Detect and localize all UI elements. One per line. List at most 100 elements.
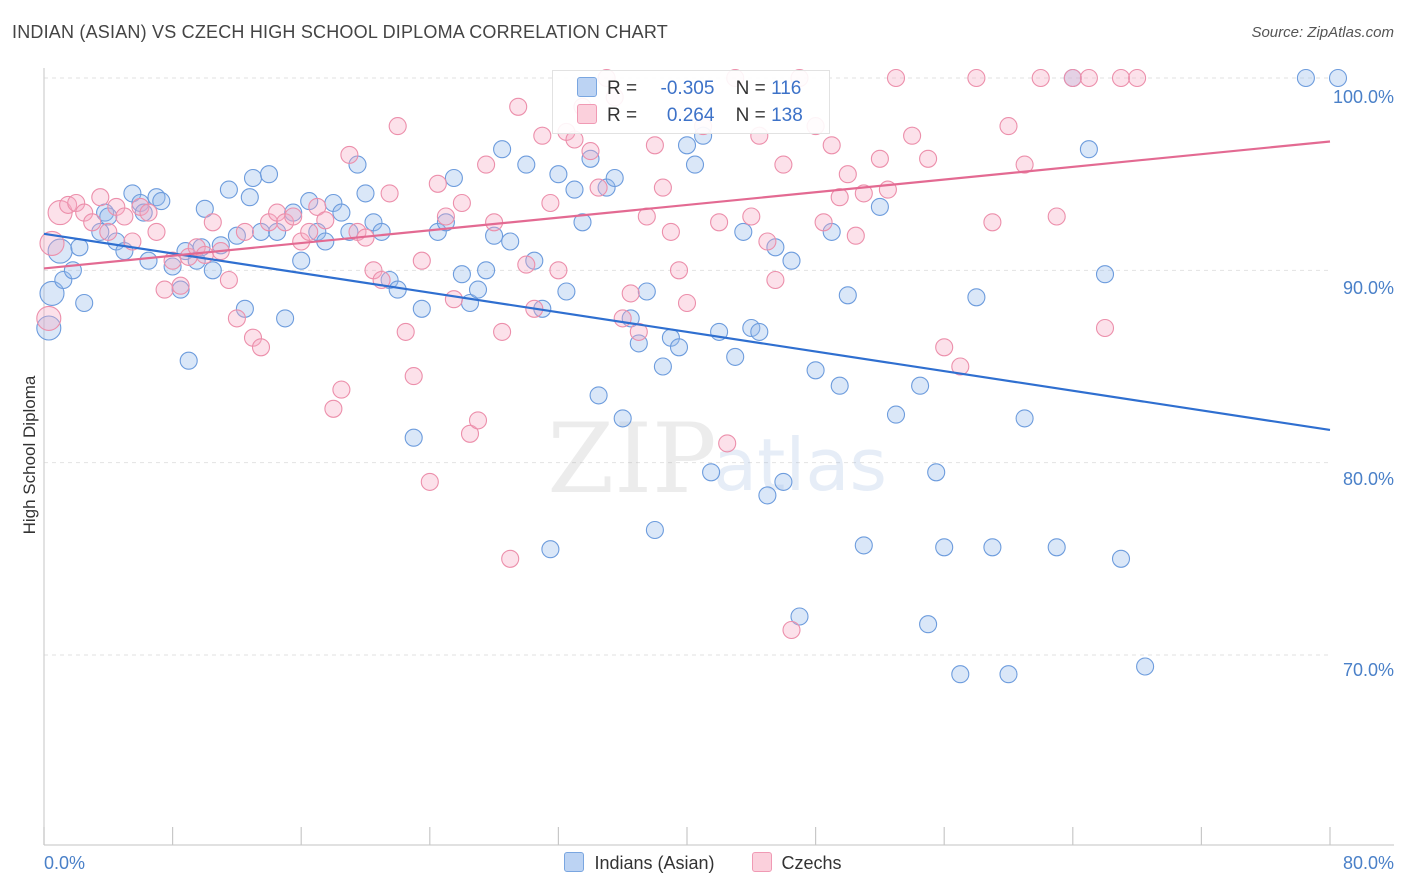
indians-point — [1015, 409, 1034, 428]
y-tick-label: 90.0% — [1342, 278, 1394, 298]
source-credit: Source: ZipAtlas.com — [1251, 24, 1394, 41]
indians-point — [219, 180, 238, 199]
czechs-point — [870, 149, 889, 168]
indians-point — [927, 463, 946, 482]
czechs-point — [388, 117, 407, 136]
czechs-point — [549, 261, 568, 280]
indians-point — [605, 168, 624, 188]
czechs-point — [517, 255, 536, 274]
watermark-atlas: atlas — [713, 423, 887, 507]
indians-point — [919, 615, 938, 634]
czechs-trend-line — [43, 140, 1331, 270]
czechs-point — [171, 276, 190, 295]
indians-point — [1328, 68, 1348, 88]
czechs-point — [782, 620, 801, 640]
czechs-point — [1079, 68, 1098, 88]
czechs-point — [219, 270, 238, 290]
r-label: R = — [607, 78, 638, 99]
indians-point — [999, 665, 1018, 684]
r-label: R = — [607, 105, 638, 126]
indians-point — [1095, 265, 1115, 284]
czechs-point — [39, 230, 65, 256]
czechs-point — [300, 222, 319, 241]
indians-point — [573, 213, 592, 232]
n-label: N = — [735, 105, 766, 126]
x-tick-label: 0.0% — [44, 853, 86, 873]
legend-row-indians: R = -0.305 N = 116 — [577, 77, 801, 99]
indians-point — [565, 180, 584, 199]
indians-point — [240, 188, 259, 207]
indians-point — [685, 155, 705, 174]
czechs-point — [83, 213, 102, 232]
czechs-point — [1015, 155, 1034, 174]
czechs-point — [36, 305, 62, 331]
indians-point — [557, 282, 576, 301]
czechs-point — [420, 472, 439, 491]
czechs-point — [477, 155, 496, 174]
indians-point — [911, 376, 930, 395]
indians-point — [581, 149, 600, 168]
czechs-point — [669, 261, 689, 280]
czechs-point — [838, 165, 857, 184]
indians-point — [935, 538, 954, 557]
czechs-point — [501, 549, 520, 568]
czechs-point — [903, 126, 922, 145]
indians-point — [493, 140, 512, 159]
indians-point — [243, 168, 263, 188]
indians-point — [485, 226, 504, 245]
czechs-point — [742, 207, 761, 226]
czechs-point — [316, 211, 335, 230]
czechs-point — [677, 293, 697, 313]
czechs-point — [718, 434, 737, 453]
czechs-point — [1128, 68, 1147, 88]
czechs-point — [436, 207, 455, 226]
czechs-point — [589, 178, 608, 197]
czechs-point — [452, 193, 471, 213]
indians-point — [412, 299, 431, 318]
czechs-point — [404, 367, 423, 386]
indians-point — [830, 376, 849, 395]
indians-point — [886, 405, 906, 424]
indians-point — [468, 280, 488, 299]
indians-point — [645, 520, 664, 540]
indians-point — [163, 257, 182, 276]
chart-title: INDIAN (ASIAN) VS CZECH HIGH SCHOOL DIPL… — [12, 22, 668, 42]
czechs-point — [983, 213, 1002, 232]
indians-point — [54, 270, 73, 290]
czechs-point — [284, 207, 303, 226]
indians-point — [1296, 68, 1315, 88]
indians-point — [790, 607, 809, 626]
indians-point — [39, 280, 65, 306]
czechs-point — [155, 280, 174, 299]
czechs-point — [195, 245, 214, 264]
legend-label: Czechs — [781, 853, 842, 873]
indians-swatch — [564, 852, 585, 872]
czechs-point — [1095, 318, 1115, 338]
indians-point — [195, 199, 214, 218]
czechs-point — [766, 270, 785, 290]
x-tick-label: 80.0% — [1342, 853, 1394, 873]
indians-point — [1047, 538, 1066, 557]
indians-point — [332, 203, 351, 222]
indians-point — [356, 184, 375, 203]
czechs-point — [629, 322, 648, 341]
czechs-point — [814, 213, 833, 232]
indians-point — [179, 351, 198, 370]
indians-point — [517, 155, 536, 174]
czechs-point — [846, 226, 865, 245]
indians-point — [613, 409, 632, 428]
indians-point — [276, 309, 295, 328]
czechs-point — [235, 222, 254, 241]
indians-point — [758, 486, 777, 505]
indians-point — [501, 232, 520, 251]
czechs-point — [115, 207, 134, 226]
indians-point — [653, 357, 672, 376]
czechs-point — [380, 184, 399, 203]
legend-item-indians[interactable]: Indians (Asian) — [564, 852, 715, 874]
czechs-point — [428, 174, 447, 193]
correlation-legend: R = -0.305 N = 116 R = 0.264 N = 138 — [552, 70, 830, 134]
indians-point — [983, 538, 1002, 557]
indians-point — [152, 192, 171, 211]
legend-item-czechs[interactable]: Czechs — [751, 852, 842, 874]
